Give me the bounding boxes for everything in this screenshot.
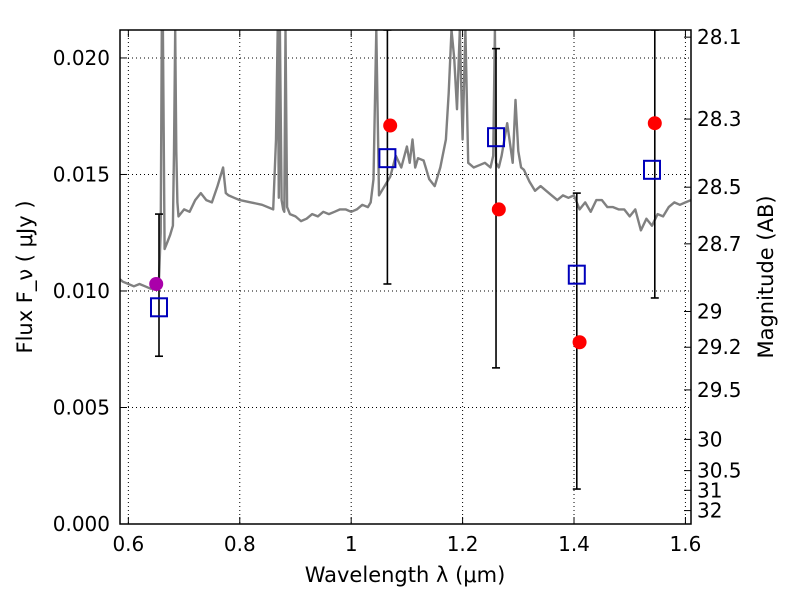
plot-area xyxy=(120,30,691,490)
y-tick-label: 0.005 xyxy=(53,395,110,419)
y2-tick-label: 28.3 xyxy=(697,107,742,131)
data-point-square xyxy=(378,148,397,169)
x-tick-label: 0.6 xyxy=(112,532,144,556)
y2-tick-label: 29 xyxy=(697,299,722,323)
grid xyxy=(120,30,691,525)
y2-tick-label: 32 xyxy=(697,499,722,523)
x-tick-label: 0.8 xyxy=(224,532,256,556)
data-group xyxy=(120,30,691,490)
x-tick-label: 1.4 xyxy=(558,532,590,556)
x-axis-label: Wavelength λ (μm) xyxy=(305,563,506,587)
y-tick-label: 0.010 xyxy=(53,279,110,303)
y2-tick-label: 28.1 xyxy=(697,25,742,49)
x-tick-label: 1.6 xyxy=(670,532,702,556)
y2-axis-label: Magnitude (AB) xyxy=(754,195,778,358)
x-tick-label: 1 xyxy=(345,532,358,556)
data-point-circle xyxy=(383,118,398,133)
spectrum-line xyxy=(120,30,691,290)
x-tick-label: 1.2 xyxy=(447,532,479,556)
y2-tick-label: 31 xyxy=(697,478,722,502)
y2-tick-label: 28.7 xyxy=(697,232,742,256)
y2-tick-label: 29.5 xyxy=(697,378,742,402)
y-tick-label: 0.020 xyxy=(53,46,110,70)
y-tick-label: 0.015 xyxy=(53,162,110,186)
data-point-square xyxy=(487,127,506,148)
data-point-circle xyxy=(149,276,164,291)
data-point-square xyxy=(149,297,168,318)
y2-tick-label: 30.5 xyxy=(697,459,742,483)
y2-tick-label: 28.5 xyxy=(697,175,742,199)
data-point-square xyxy=(567,264,586,285)
data-point-square xyxy=(643,159,662,180)
y2-tick-label: 29.2 xyxy=(697,335,742,359)
data-point-circle xyxy=(572,335,587,350)
axes: 0.6 0.8 1 1.2 1.4 1.6 0.000 0.005 0.010 0.015 0.02… xyxy=(53,25,742,556)
y-tick-label: 0.000 xyxy=(53,512,110,536)
data-point-circle xyxy=(647,116,662,131)
y-axis-label: Flux F_ν ( μJy ) xyxy=(13,200,38,353)
plot-frame xyxy=(119,29,692,525)
data-point-circle xyxy=(491,202,506,217)
y2-tick-label: 30 xyxy=(697,427,722,451)
